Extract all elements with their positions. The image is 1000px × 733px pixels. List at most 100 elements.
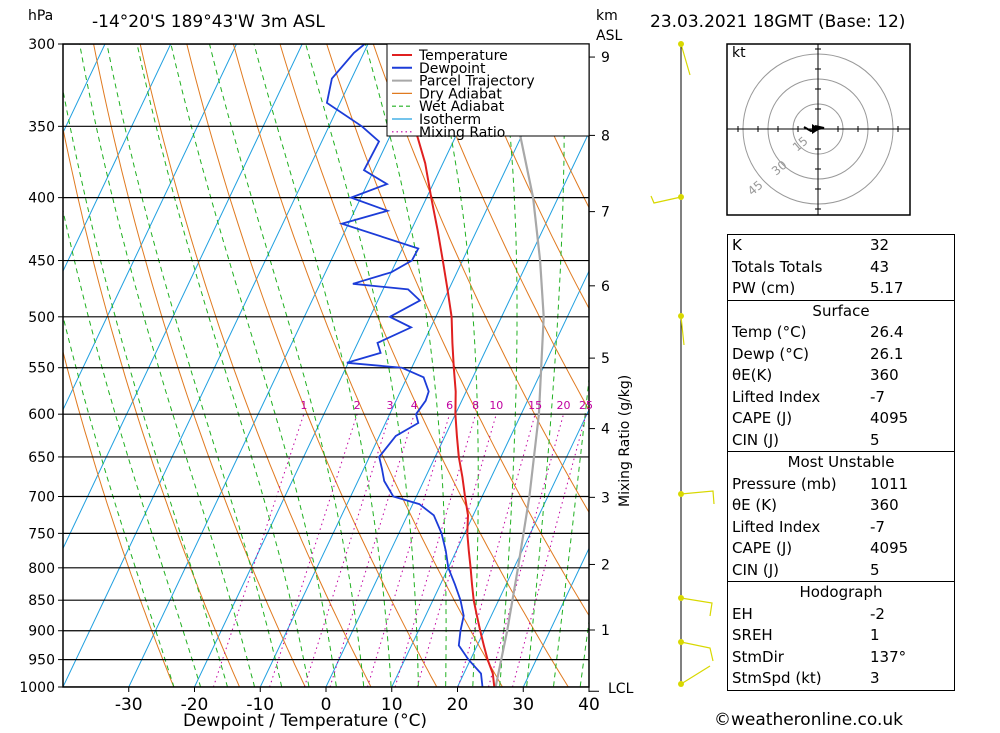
axes: 3003504004505005506006507007508008509009… bbox=[19, 37, 610, 715]
mixing-ratio-line bbox=[394, 414, 477, 687]
pressure-tick-label: 700 bbox=[28, 490, 55, 506]
mixing-ratio-line bbox=[457, 414, 536, 687]
stat-label: θE (K) bbox=[732, 496, 777, 515]
stat-row: θE (K) 360 bbox=[728, 495, 954, 517]
stat-value: 32 bbox=[870, 236, 890, 255]
hodograph-box: Hodograph EH -2 SREH 1 StmDir 137° StmSpd (kt)… bbox=[727, 581, 955, 691]
indices-box: K 32 Totals Totals 43 PW (cm) 5.17 bbox=[727, 234, 955, 301]
stat-value: -7 bbox=[870, 517, 885, 536]
plot-frame bbox=[62, 43, 590, 688]
temperature-tick-label: 0 bbox=[321, 695, 332, 715]
stat-label: StmSpd (kt) bbox=[732, 669, 822, 688]
stat-row: Lifted Index -7 bbox=[728, 387, 954, 409]
legend-entry: Temperature bbox=[418, 48, 508, 64]
stat-value: 26.4 bbox=[870, 323, 904, 342]
stat-label: Totals Totals bbox=[732, 257, 823, 276]
stat-label: CIN (J) bbox=[732, 560, 780, 579]
dry-adiabat-line bbox=[419, 44, 589, 411]
wet-adiabat-line bbox=[170, 44, 337, 687]
mixing-ratio-label: 4 bbox=[411, 399, 418, 412]
stat-value: 5.17 bbox=[870, 279, 904, 298]
legend-entry: Wet Adiabat bbox=[419, 99, 505, 115]
stat-row: CAPE (J) 4095 bbox=[728, 538, 954, 560]
pressure-tick-label: 650 bbox=[28, 450, 55, 466]
wet-adiabat-line bbox=[63, 87, 229, 687]
stat-label: PW (cm) bbox=[732, 279, 796, 298]
stat-row: SREH 1 bbox=[728, 625, 954, 647]
isotherm-line bbox=[0, 0, 20, 713]
x-axis-label: Dewpoint / Temperature (°C) bbox=[183, 711, 427, 731]
temperature-tick-label: 10 bbox=[381, 695, 403, 715]
height-tick-label: 7 bbox=[601, 205, 610, 221]
isotherm-line bbox=[63, 44, 369, 687]
stat-label: Lifted Index bbox=[732, 387, 821, 406]
stat-label: K bbox=[732, 236, 742, 255]
mixing-ratio-label: 10 bbox=[489, 399, 503, 412]
legend-box bbox=[386, 43, 590, 137]
mixing-ratio-line bbox=[512, 414, 587, 687]
stat-row: Lifted Index -7 bbox=[728, 517, 954, 539]
pressure-tick-label: 750 bbox=[28, 526, 55, 542]
location-title: -14°20'S 189°43'W 3m ASL bbox=[92, 12, 325, 32]
stat-label: CIN (J) bbox=[732, 430, 780, 449]
wet-adiabat-line bbox=[106, 44, 283, 687]
height-tick-label: 6 bbox=[601, 279, 610, 295]
wind-barb bbox=[680, 597, 713, 617]
legend-entry: Dewpoint bbox=[419, 61, 486, 77]
stat-value: 5 bbox=[870, 560, 880, 579]
wet-adiabat-line bbox=[79, 44, 256, 687]
pressure-tick-label: 600 bbox=[28, 407, 55, 423]
mixing-ratio-label: 6 bbox=[446, 399, 453, 412]
stat-row: CAPE (J) 4095 bbox=[728, 408, 954, 430]
height-tick-label: 8 bbox=[601, 128, 610, 144]
isotherm-line bbox=[63, 44, 303, 550]
stat-value: 360 bbox=[870, 496, 899, 515]
wind-barb bbox=[680, 641, 714, 662]
wind-profile bbox=[650, 41, 715, 687]
dry-adiabat-line bbox=[93, 44, 306, 687]
background-lines bbox=[0, 0, 1000, 713]
stat-value: 137° bbox=[870, 647, 907, 666]
stat-value: 4095 bbox=[870, 409, 909, 428]
stat-value: 1011 bbox=[870, 474, 909, 493]
dry-adiabat-line bbox=[512, 44, 589, 209]
legend-entry: Mixing Ratio bbox=[419, 125, 505, 141]
wet-adiabat-line bbox=[552, 374, 589, 687]
lcl-label: LCL bbox=[608, 681, 634, 697]
height-tick-label: 3 bbox=[601, 490, 610, 506]
height-tick-label: 5 bbox=[601, 351, 610, 367]
temperature-series bbox=[395, 44, 496, 687]
dry-adiabat-line bbox=[961, 0, 1000, 713]
wet-adiabat-line bbox=[253, 44, 392, 687]
mixing-ratio-label: 1 bbox=[300, 399, 307, 412]
pressure-tick-label: 500 bbox=[28, 310, 55, 326]
stat-row: θE(K) 360 bbox=[728, 365, 954, 387]
hodograph-title: Hodograph bbox=[799, 583, 883, 602]
stat-value: 5 bbox=[870, 430, 880, 449]
height-tick-label: 1 bbox=[601, 623, 610, 639]
stat-row: Temp (°C) 26.4 bbox=[728, 322, 954, 344]
wet-adiabat-line bbox=[208, 44, 365, 687]
stat-row: EH -2 bbox=[728, 604, 954, 626]
mixing-ratio-label: 2 bbox=[354, 399, 361, 412]
stat-row: Pressure (mb) 1011 bbox=[728, 474, 954, 496]
stat-value: -2 bbox=[870, 604, 885, 623]
mixing-ratio-label: 25 bbox=[579, 399, 593, 412]
stat-label: SREH bbox=[732, 626, 773, 645]
mixing-ratio-axis-label: Mixing Ratio (g/kg) bbox=[617, 375, 633, 507]
temperature-tick-label: 40 bbox=[578, 695, 600, 715]
stat-value: 360 bbox=[870, 366, 899, 385]
mixing-ratio-line bbox=[303, 414, 391, 687]
stat-label: Temp (°C) bbox=[732, 323, 807, 342]
legend-entry: Dry Adiabat bbox=[419, 86, 502, 102]
wind-barb bbox=[680, 665, 711, 685]
legend-entry: Isotherm bbox=[419, 112, 481, 128]
temperature-tick-label: -10 bbox=[246, 695, 274, 715]
most-unstable-title: Most Unstable bbox=[787, 453, 895, 472]
height-tick-label: 9 bbox=[601, 50, 610, 66]
dry-adiabat-line bbox=[465, 44, 589, 310]
stat-row: StmSpd (kt) 3 bbox=[728, 668, 954, 690]
isotherm-line bbox=[391, 269, 589, 687]
wet-adiabat-line bbox=[63, 314, 175, 687]
